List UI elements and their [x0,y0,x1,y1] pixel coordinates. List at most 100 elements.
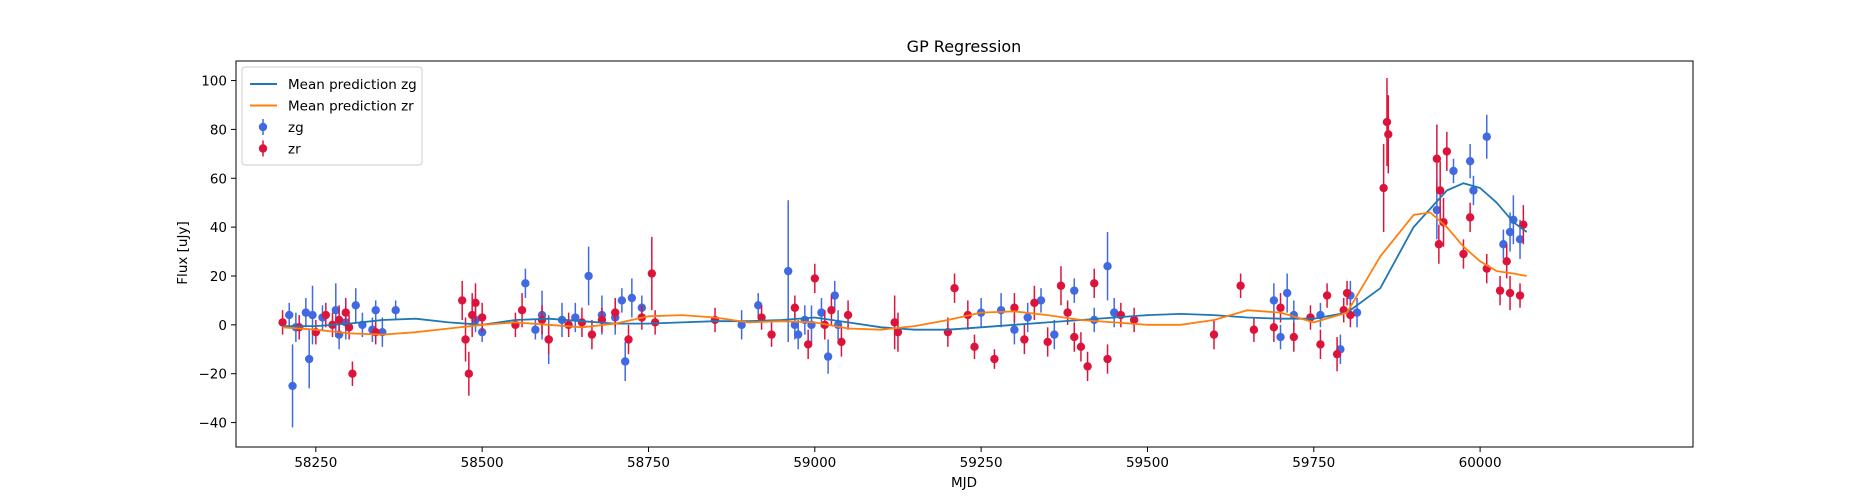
data-point-zg [1050,330,1059,339]
data-point-zg [521,279,530,288]
data-point-zg [1023,313,1032,322]
data-point-zg [571,313,580,322]
legend-marker-swatch [258,122,268,132]
data-point-zg [371,305,380,315]
y-tick-label: 40 [210,220,227,236]
data-point-zr [1289,332,1299,342]
data-point-zg [627,293,637,303]
data-point-zr [1432,154,1442,163]
data-point-zr [890,318,899,327]
legend-entry: Mean prediction zg [250,77,417,93]
data-point-zr [1435,186,1445,195]
data-point-zg [1482,132,1491,141]
data-point-zr [1103,354,1112,364]
data-point-zr [790,303,800,312]
data-point-zr [1056,281,1066,290]
data-point-zg [1282,288,1292,298]
data-point-zr [843,310,853,320]
legend-entry: zr [258,140,301,158]
data-point-zr [321,310,331,320]
data-point-zr [295,323,304,332]
data-point-zr [1439,218,1448,227]
data-point-zr [1382,117,1392,127]
data-point-zr [1384,130,1393,139]
x-tick-label: 59000 [793,455,836,471]
y-tick-label: 80 [210,122,227,138]
data-point-zr [1519,220,1528,229]
data-point-zg [1103,262,1112,271]
data-point-zr [1276,303,1285,312]
data-point-zr [1249,325,1259,334]
data-point-zr [1063,308,1072,317]
data-point-zr [1043,337,1052,347]
data-point-zg [1465,156,1475,166]
data-point-zr [1070,332,1079,342]
data-point-zr [517,305,527,315]
data-point-zg [1509,215,1518,224]
y-tick-label: 0 [218,318,227,334]
data-point-zr [1129,315,1139,325]
series-line-Mean prediction zr [282,211,1527,336]
data-point-zr [767,330,776,339]
legend-entry: Mean prediction zr [250,99,414,115]
data-point-zg [1090,315,1099,325]
data-point-zg [793,330,803,339]
data-point-zg [1269,296,1279,305]
legend-label: zg [288,120,304,136]
data-point-zg [531,325,540,334]
data-point-zr [348,369,357,378]
legend-label: zr [288,142,301,158]
data-point-zg [790,320,800,330]
chart-title: GP Regression [907,37,1022,56]
data-point-zr [334,315,344,325]
data-point-zg [823,352,833,361]
data-point-zg [308,310,317,320]
data-point-zr [577,318,587,327]
data-point-zr [1209,330,1219,339]
data-point-zr [1090,279,1099,288]
data-point-zr [1269,323,1279,332]
data-point-zr [1306,313,1315,322]
data-point-zr [1076,342,1086,352]
data-point-zg [783,266,793,276]
series-zg [285,114,1525,428]
y-tick-label: 100 [201,74,227,90]
data-point-zg [1432,205,1442,215]
data-point-zg [391,305,400,315]
data-point-zr [467,310,477,320]
data-point-zg [1515,235,1525,244]
data-point-zg [1036,296,1046,305]
y-tick-label: −20 [199,367,228,383]
data-point-zr [278,318,287,327]
data-point-zg [830,291,839,300]
plot-frame [235,60,1694,448]
data-point-zg [304,354,314,364]
data-point-zr [1346,310,1355,320]
data-point-zr [461,335,470,344]
data-point-zr [970,342,979,352]
data-point-zr [587,330,597,339]
data-point-zr [1379,183,1388,193]
data-point-zr [1442,147,1452,156]
data-point-zr [1030,298,1039,308]
data-point-zg [754,301,763,310]
data-point-zr [1495,286,1505,295]
legend-entry: zg [258,119,304,136]
data-point-zr [1010,303,1019,312]
data-point-zr [803,340,813,349]
legend-marker-swatch [258,144,268,153]
data-point-zr [950,284,959,293]
data-point-zr [757,313,766,322]
data-point-zg [1449,166,1458,176]
data-point-zr [1515,291,1525,300]
data-point-zr [1083,362,1092,371]
y-axis-label: Flux [uJy] [175,221,191,284]
data-point-zr [647,269,657,278]
data-point-zr [650,318,660,327]
data-point-zr [1502,257,1511,266]
data-point-zg [737,320,746,330]
data-point-zr [810,274,820,283]
data-point-zg [620,357,630,366]
data-point-zg [1109,308,1119,317]
data-point-zr [1236,281,1245,290]
